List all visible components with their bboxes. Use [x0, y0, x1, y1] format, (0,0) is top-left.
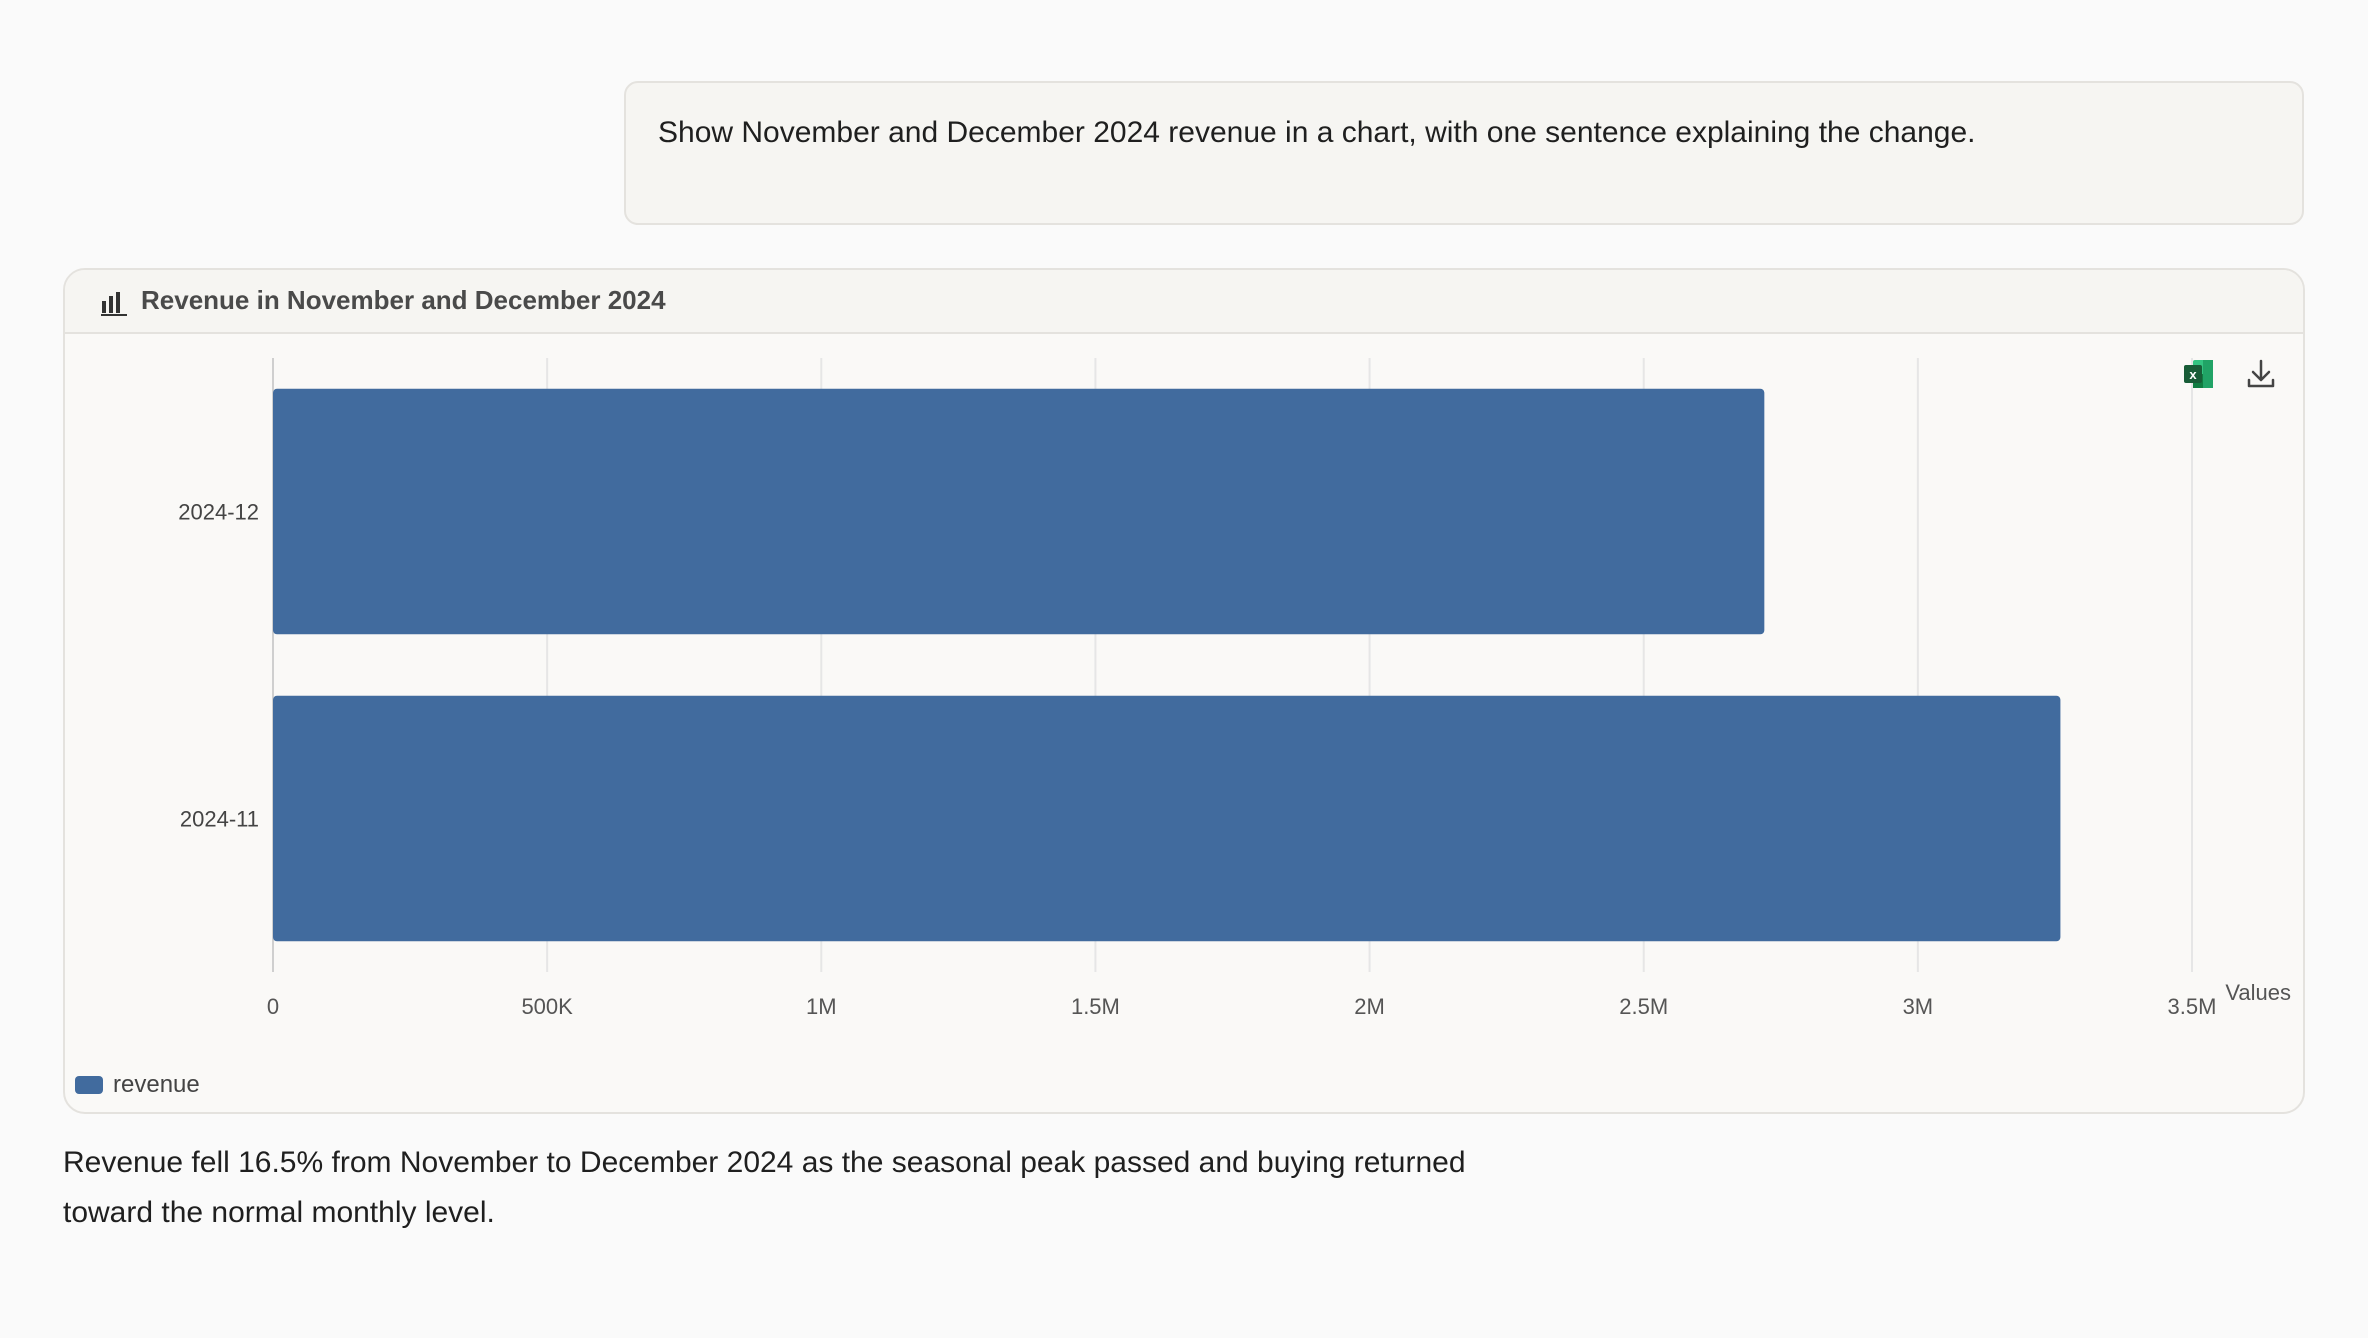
- y-category-label: 2024-12: [178, 500, 259, 525]
- legend-item-revenue[interactable]: revenue: [75, 1070, 200, 1100]
- answer-line-2: toward the normal monthly level.: [63, 1196, 495, 1229]
- bar-chart-icon: [101, 292, 127, 316]
- x-tick-label: 500K: [521, 994, 573, 1019]
- x-tick-label: 0: [267, 994, 279, 1019]
- chart-header: Revenue in November and December 2024: [65, 270, 2303, 334]
- svg-text:x: x: [2189, 367, 2197, 382]
- answer-text: Revenue fell 16.5% from November to Dece…: [63, 1138, 1523, 1238]
- bar-2024-12: [273, 388, 1765, 635]
- legend-swatch: [75, 1076, 103, 1094]
- chart-card: Revenue in November and December 2024 0 5…: [63, 268, 2305, 1114]
- y-category-label: 2024-11: [180, 807, 259, 832]
- legend-label: revenue: [113, 1071, 200, 1098]
- download-icon: [2247, 359, 2275, 388]
- bar-2024-11: [273, 695, 2061, 942]
- answer-line-1: Revenue fell 16.5% from November to Dece…: [63, 1146, 1466, 1179]
- x-tick-label: 1M: [806, 994, 837, 1019]
- download-button[interactable]: [2239, 352, 2283, 396]
- x-tick-label: 3.5M: [2168, 994, 2217, 1019]
- user-prompt-bubble: Show November and December 2024 revenue …: [624, 81, 2304, 225]
- export-excel-button[interactable]: x: [2177, 352, 2221, 396]
- x-axis-label: Values: [2225, 980, 2291, 1005]
- chart-title: Revenue in November and December 2024: [141, 285, 666, 315]
- bar-chart: 0 500K 1M 1.5M 2M 2.5M 3M 3.5M Values 2024-12 2024…: [178, 358, 2291, 1019]
- x-tick-label: 2M: [1354, 994, 1385, 1019]
- x-tick-label: 3M: [1903, 994, 1934, 1019]
- user-prompt-text: Show November and December 2024 revenue …: [658, 116, 1976, 149]
- x-tick-label: 2.5M: [1619, 994, 1668, 1019]
- excel-icon: x: [2184, 360, 2213, 388]
- x-tick-label: 1.5M: [1071, 994, 1120, 1019]
